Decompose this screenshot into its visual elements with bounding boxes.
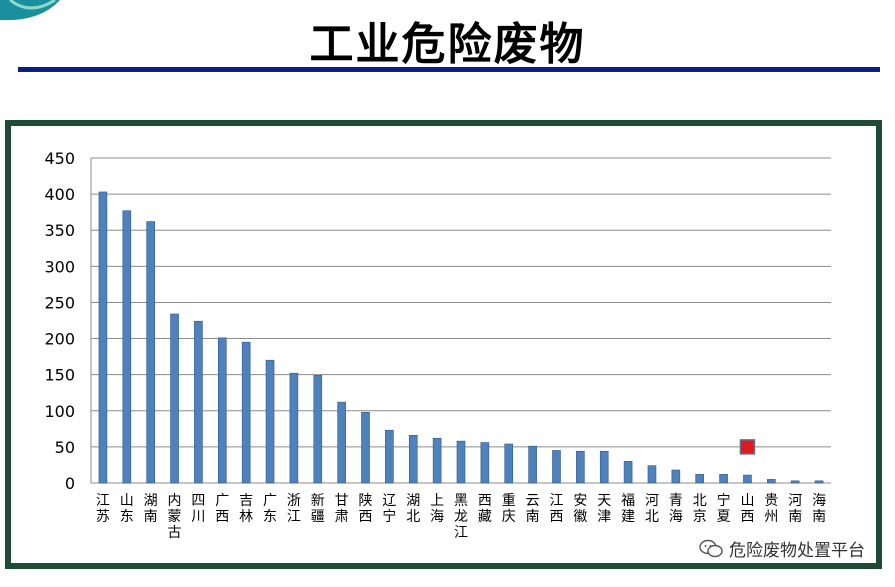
bar <box>671 469 681 484</box>
bar <box>217 337 227 484</box>
bar <box>146 221 155 484</box>
chart-bars <box>98 191 824 484</box>
bar <box>456 440 466 484</box>
chart-markers <box>739 439 756 455</box>
bar <box>790 480 800 484</box>
bar <box>265 359 275 484</box>
x-tick-label: 西藏 <box>478 493 492 525</box>
page-title: 工业危险废物 <box>309 19 586 70</box>
bar <box>408 435 418 484</box>
x-tick-label: 吉林 <box>239 493 253 525</box>
bar <box>743 474 752 484</box>
bar <box>98 191 108 484</box>
x-tick-label: 海南 <box>812 493 826 525</box>
x-axis-tick-labels: 江苏山东湖南内蒙古四川广西吉林广东浙江新疆甘肃陕西辽宁湖北上海黑龙江西藏重庆云南… <box>96 492 826 541</box>
x-tick-label: 浙江 <box>287 493 301 525</box>
chart-gridlines <box>90 157 831 484</box>
bar <box>623 461 633 484</box>
bar <box>361 411 370 484</box>
y-tick-label: 300 <box>44 257 75 276</box>
bar <box>313 375 323 484</box>
x-tick-label: 湖南 <box>144 493 158 525</box>
data-marker <box>739 439 756 455</box>
chart-frame: 0 50 100 150 200 250 300 350 400 450 江苏 山东 湖南 内蒙古 四川广… <box>5 120 882 569</box>
bar <box>385 429 394 484</box>
corner-logo-icon <box>0 0 60 21</box>
bar <box>528 445 537 484</box>
x-tick-label: 山西 <box>740 493 754 525</box>
bar <box>814 480 824 484</box>
bar <box>170 313 179 484</box>
x-tick-label: 江西 <box>549 493 563 525</box>
x-tick-label: 陕西 <box>359 493 373 525</box>
y-tick-label: 0 <box>65 474 75 493</box>
x-tick-label: 黑龙江 <box>454 493 468 541</box>
x-tick-label: 四川 <box>191 493 205 525</box>
watermark-text: 危险废物处置平台 <box>729 541 865 561</box>
title-divider <box>18 67 880 72</box>
bar <box>647 465 657 484</box>
x-tick-label: 新疆 <box>311 493 325 525</box>
bar <box>719 474 728 484</box>
x-tick-label: 内蒙古 <box>168 493 182 541</box>
x-tick-label: 天津 <box>597 493 611 525</box>
bar <box>241 341 251 484</box>
x-tick-label: 福建 <box>621 493 635 525</box>
x-tick-label: 河北 <box>645 493 659 525</box>
y-tick-label: 250 <box>44 293 75 312</box>
bar <box>552 450 561 484</box>
wechat-icon <box>699 539 723 557</box>
y-axis-tick-labels: 0 50 100 150 200 250 300 350 400 450 <box>44 149 75 493</box>
y-tick-label: 200 <box>44 330 75 349</box>
x-tick-label: 湖北 <box>406 493 420 525</box>
x-tick-label: 北京 <box>693 493 707 525</box>
bar <box>695 474 705 484</box>
y-tick-label: 450 <box>44 149 75 168</box>
watermark: 危险废物处置平台 <box>699 536 865 561</box>
x-tick-label: 江苏 <box>96 493 110 525</box>
x-tick-label: 甘肃 <box>335 493 349 525</box>
y-tick-label: 400 <box>44 185 75 204</box>
bar <box>576 450 585 484</box>
x-tick-label: 重庆 <box>502 493 516 525</box>
bar <box>337 401 346 484</box>
y-tick-label: 50 <box>55 438 75 457</box>
bar <box>480 442 490 484</box>
x-tick-label: 广东 <box>263 493 277 525</box>
x-tick-label: 贵州 <box>764 493 778 525</box>
bar <box>122 210 132 484</box>
x-tick-label: 宁夏 <box>717 492 731 525</box>
x-tick-label: 安徽 <box>573 493 587 525</box>
bar <box>432 437 442 484</box>
x-tick-label: 辽宁 <box>382 493 396 525</box>
x-tick-label: 青海 <box>669 493 683 525</box>
x-tick-label: 上海 <box>430 493 444 525</box>
bar <box>767 479 776 484</box>
bar <box>504 443 514 484</box>
bar <box>194 320 203 484</box>
y-tick-label: 150 <box>44 366 75 385</box>
x-tick-label: 河南 <box>788 493 802 525</box>
x-tick-label: 广西 <box>215 493 229 525</box>
x-tick-label: 山东 <box>120 493 134 525</box>
y-tick-label: 350 <box>44 221 75 240</box>
x-tick-label: 云南 <box>526 493 540 525</box>
bar <box>289 372 299 484</box>
y-tick-label: 100 <box>44 402 75 421</box>
bar <box>599 450 609 484</box>
